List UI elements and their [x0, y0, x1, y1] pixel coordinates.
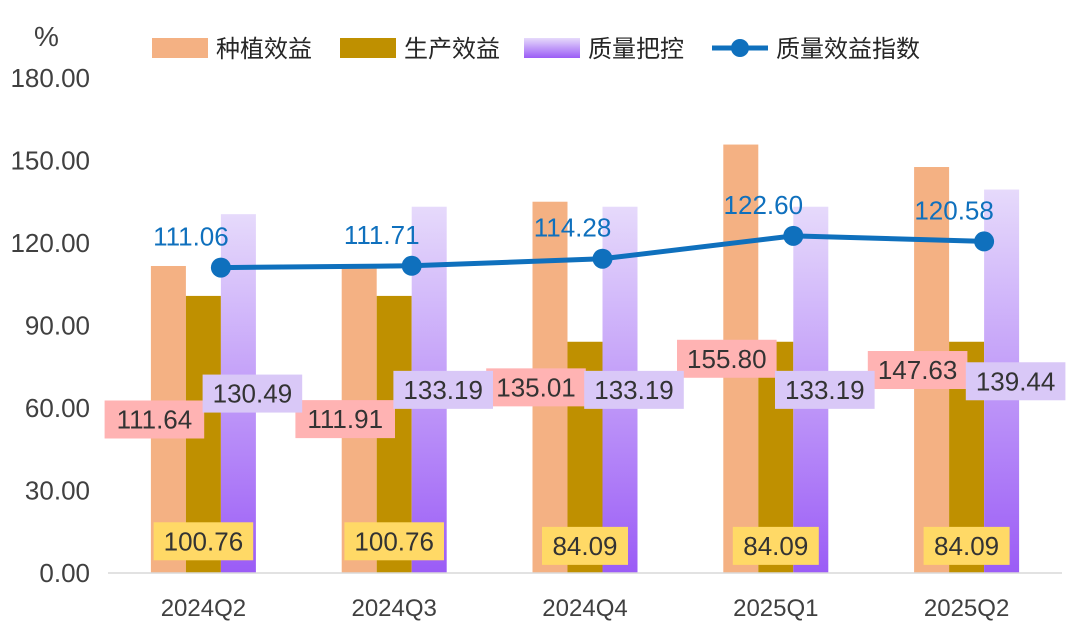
index-point: [783, 225, 804, 246]
index-point: [401, 255, 422, 276]
planting-data-label: 111.64: [104, 400, 205, 439]
index-point: [210, 257, 231, 278]
legend: 种植效益 生产效益 质量把控 质量效益指数: [152, 35, 920, 63]
legend-index: 质量效益指数: [712, 35, 920, 63]
production-data-label-text: 84.09: [743, 531, 808, 561]
legend-quality-control-swatch: [524, 38, 580, 58]
planting-data-label-text: 111.64: [117, 404, 193, 434]
x-tick-label: 2024Q2: [161, 595, 246, 622]
index-data-label: 122.60: [724, 190, 804, 220]
production-data-label: 84.09: [923, 526, 1010, 565]
y-axis: 0.00 30.00 60.00 90.00 120.00 150.00 180.00: [10, 63, 90, 588]
production-data-label-box: [344, 522, 444, 561]
planting-data-label: 111.91: [295, 400, 395, 439]
production-data-label-box: [923, 526, 1010, 565]
quality-control-data-label-box: [584, 370, 684, 409]
production-data-label: 100.76: [344, 522, 444, 561]
planting-data-label-box: [295, 400, 395, 439]
planting-data-label-text: 147.63: [878, 355, 958, 385]
y-tick-label: 150.00: [10, 146, 90, 176]
planting-data-label-box: [867, 351, 968, 390]
quality-control-data-label-box: [965, 362, 1066, 401]
quality-control-data-label-text: 139.44: [976, 366, 1056, 396]
quality-control-data-label: 133.19: [775, 370, 875, 409]
legend-production-label: 生产效益: [404, 35, 500, 63]
planting-data-label-text: 135.01: [496, 372, 576, 402]
quality-control-data-label-text: 133.19: [785, 375, 865, 405]
production-data-label: 84.09: [732, 526, 819, 565]
legend-quality-control-label: 质量把控: [588, 35, 684, 63]
x-tick-label: 2024Q3: [351, 595, 436, 622]
quality-control-data-label-text: 130.49: [213, 379, 293, 409]
quality-control-data-label: 130.49: [202, 374, 303, 413]
production-data-label-text: 100.76: [164, 526, 244, 556]
quality-control-data-label-text: 133.19: [594, 375, 674, 405]
index-data-label: 120.58: [914, 195, 994, 225]
planting-data-label: 135.01: [486, 368, 586, 407]
quality-control-data-label: 139.44: [965, 362, 1066, 401]
quality-control-data-label-box: [393, 370, 493, 409]
planting-data-label-box: [677, 339, 777, 378]
x-tick-label: 2025Q1: [733, 595, 818, 622]
legend-quality-control: 质量把控: [524, 35, 684, 63]
legend-production-swatch: [340, 38, 396, 58]
y-tick-label: 0.00: [39, 558, 90, 588]
index-data-label: 111.71: [344, 220, 420, 250]
y-tick-label: 120.00: [10, 228, 90, 258]
x-tick-label: 2025Q2: [924, 595, 1009, 622]
quality-control-data-label-text: 133.19: [403, 375, 483, 405]
production-data-label-text: 84.09: [934, 531, 999, 561]
y-tick-label: 180.00: [10, 63, 90, 93]
planting-data-label-box: [104, 400, 205, 439]
index-data-label: 114.28: [534, 213, 612, 243]
production-data-label-text: 84.09: [552, 531, 617, 561]
planting-data-label: 147.63: [867, 351, 968, 390]
legend-production: 生产效益: [340, 35, 500, 63]
quality-control-data-label: 133.19: [584, 370, 684, 409]
legend-planting-label: 种植效益: [216, 35, 312, 63]
legend-index-swatch-marker: [731, 39, 749, 57]
production-data-label-text: 100.76: [354, 526, 434, 556]
index-point: [592, 248, 613, 269]
y-tick-label: 30.00: [25, 476, 90, 506]
y-tick-label: 60.00: [25, 393, 90, 423]
production-data-label: 84.09: [542, 526, 628, 565]
line-series: 111.06 111.71 114.28 122.60 120.58: [153, 190, 995, 278]
quality-control-data-label: 133.19: [393, 370, 493, 409]
legend-index-label: 质量效益指数: [776, 35, 920, 63]
y-tick-label: 90.00: [25, 311, 90, 341]
index-data-label: 111.06: [153, 222, 229, 252]
production-data-label: 100.76: [153, 522, 254, 561]
production-data-label-box: [542, 526, 628, 565]
x-axis: 2024Q2 2024Q3 2024Q4 2025Q1 2025Q2: [161, 595, 1010, 622]
quality-control-data-label-box: [202, 374, 303, 413]
planting-data-label: 155.80: [677, 339, 777, 378]
planting-data-label-text: 111.91: [307, 404, 383, 434]
production-data-label-box: [732, 526, 819, 565]
index-point: [974, 231, 995, 252]
planting-data-label-box: [486, 368, 586, 407]
legend-planting-swatch: [152, 38, 208, 58]
production-data-label-box: [153, 522, 254, 561]
legend-planting: 种植效益: [152, 35, 312, 63]
bar-data-labels: 111.64 111.91 135.01 155.80 147.63 100.76 100.…: [104, 339, 1066, 565]
quality-control-data-label-box: [775, 370, 875, 409]
y-axis-unit-label: %: [34, 21, 59, 52]
planting-data-label-text: 155.80: [687, 344, 767, 374]
x-tick-label: 2024Q4: [542, 595, 627, 622]
